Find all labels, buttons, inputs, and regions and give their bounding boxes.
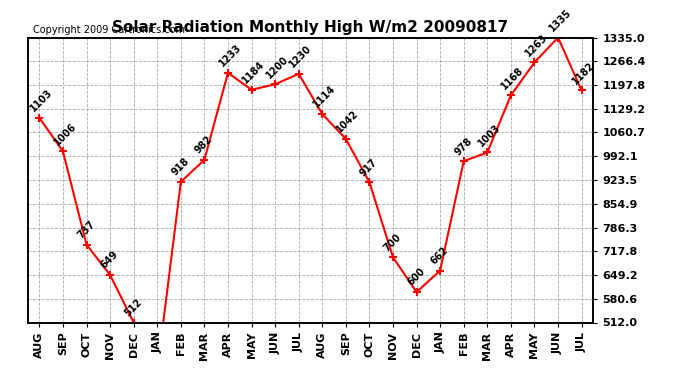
Text: 1233: 1233 [217, 42, 243, 69]
Text: 662: 662 [429, 245, 451, 266]
Text: 374: 374 [0, 374, 1, 375]
Text: 512: 512 [123, 297, 144, 318]
Text: 1103: 1103 [28, 87, 55, 114]
Text: 737: 737 [75, 219, 97, 240]
Text: 1263: 1263 [523, 32, 549, 58]
Text: 1003: 1003 [476, 122, 502, 148]
Text: 1168: 1168 [500, 65, 526, 91]
Text: 1230: 1230 [288, 44, 314, 70]
Text: 649: 649 [99, 249, 120, 271]
Text: 1006: 1006 [52, 121, 78, 147]
Text: 982: 982 [193, 134, 215, 156]
Text: 918: 918 [170, 156, 191, 178]
Text: 1042: 1042 [335, 109, 361, 135]
Title: Solar Radiation Monthly High W/m2 20090817: Solar Radiation Monthly High W/m2 200908… [112, 20, 509, 35]
Text: 700: 700 [382, 232, 403, 253]
Text: 978: 978 [453, 135, 474, 157]
Text: 1114: 1114 [311, 84, 337, 110]
Text: 1200: 1200 [264, 54, 290, 80]
Text: 1182: 1182 [571, 60, 597, 86]
Text: 1184: 1184 [240, 59, 267, 86]
Text: 600: 600 [406, 267, 427, 288]
Text: 1335: 1335 [547, 7, 573, 33]
Text: Copyright 2009 Cartronics.com: Copyright 2009 Cartronics.com [33, 25, 185, 34]
Text: 917: 917 [358, 157, 380, 178]
